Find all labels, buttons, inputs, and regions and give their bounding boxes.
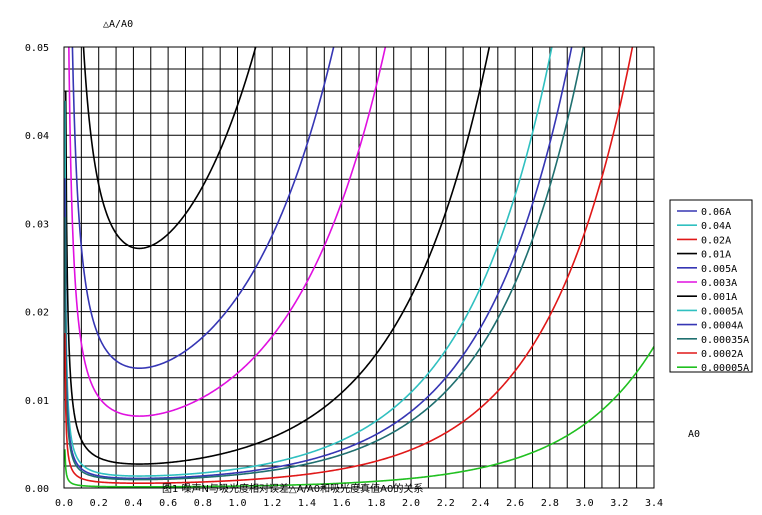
series-layer [64, 0, 654, 488]
x-tick-label: 0.6 [159, 498, 177, 509]
x-tick-label: 1.0 [228, 498, 246, 509]
series-line [64, 47, 573, 480]
y-tick-label: 0.01 [25, 396, 49, 407]
series-line [68, 47, 387, 417]
series-line [64, 47, 634, 485]
y-tick-label: 0.02 [25, 308, 49, 319]
legend-label: 0.0004A [701, 321, 743, 332]
series-line [64, 346, 654, 488]
x-tick-label: 2.0 [402, 498, 420, 509]
x-tick-label: 1.8 [367, 498, 385, 509]
x-tick-label: 1.4 [298, 498, 316, 509]
grid [64, 47, 654, 488]
legend-label: 0.06A [701, 207, 731, 218]
plot-frame [63, 46, 655, 489]
legend-label: 0.0002A [701, 349, 743, 360]
legend-label: 0.0005A [701, 306, 743, 317]
y-tick-label: 0.05 [25, 43, 49, 54]
x-tick-labels: 0.0 0.2 0.4 0.6 0.8 1.0 1.2 1.4 1.6 1.8 2.0 2.2 2.4 2… [55, 498, 663, 509]
x-tick-label: 0.2 [90, 498, 108, 509]
x-tick-label: 2.4 [471, 498, 489, 509]
series-line [111, 0, 177, 9]
y-axis-title: △A/A0 [103, 19, 133, 30]
series-line [64, 47, 585, 481]
x-tick-label: 2.8 [541, 498, 559, 509]
legend: 0.06A 0.04A 0.02A 0.01A 0.005A 0.003A 0.001A 0.… [669, 199, 753, 374]
legend-label: 0.001A [701, 292, 737, 303]
series-line [64, 47, 553, 477]
x-tick-label: 2.6 [506, 498, 524, 509]
x-tick-label: 0.8 [194, 498, 212, 509]
legend-label: 0.003A [701, 278, 737, 289]
legend-label: 0.01A [701, 250, 731, 261]
x-tick-label: 0.0 [55, 498, 73, 509]
x-tick-label: 3.2 [610, 498, 628, 509]
x-tick-label: 1.6 [333, 498, 351, 509]
x-tick-label: 3.4 [645, 498, 663, 509]
x-tick-label: 0.4 [124, 498, 142, 509]
y-tick-labels: 0.00 0.01 0.02 0.03 0.04 0.05 [25, 43, 49, 495]
series-line [64, 47, 491, 465]
legend-label: 0.005A [701, 264, 737, 275]
chart-caption: 图1 噪声N与吸光度相对误差△A/A0和吸光度真值A0的关系 [162, 482, 423, 495]
x-axis-title: A0 [688, 429, 700, 440]
legend-label: 0.04A [701, 221, 731, 232]
y-tick-label: 0.03 [25, 219, 49, 230]
x-tick-label: 3.0 [576, 498, 594, 509]
x-tick-label: 1.2 [263, 498, 281, 509]
series-line [82, 47, 257, 250]
series-line [71, 47, 335, 369]
y-tick-label: 0.04 [25, 131, 49, 142]
legend-label: 0.00005A [701, 363, 749, 374]
legend-label: 0.00035A [701, 335, 749, 346]
y-tick-label: 0.00 [25, 484, 49, 495]
x-tick-label: 2.2 [437, 498, 455, 509]
legend-box [669, 199, 753, 373]
legend-label: 0.02A [701, 235, 731, 246]
